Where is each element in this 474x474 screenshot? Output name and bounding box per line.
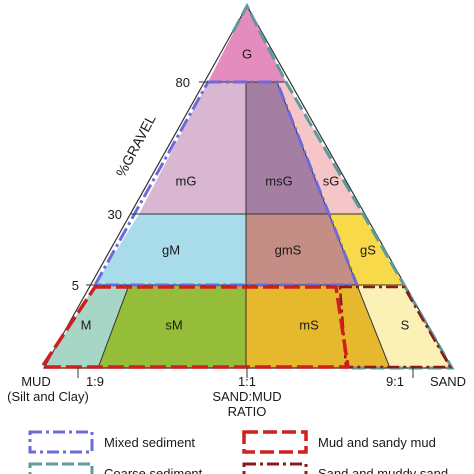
zone-mS [246, 285, 390, 368]
zone-S [357, 285, 452, 368]
zone-label-G: G [242, 46, 252, 61]
zone-label-gmS: gmS [275, 242, 302, 257]
ratio-axis-label: RATIO [228, 404, 267, 419]
mud-label: MUD [21, 374, 51, 389]
zone-M [44, 285, 129, 368]
mixed-sediment-outline [92, 80, 360, 287]
legend-swatch-mud-sandy-mud [242, 430, 308, 454]
legend-swatch-coarse-sediment [28, 462, 94, 474]
zone-gM [95, 214, 246, 285]
ratio-1-1-label: 1:1 [238, 374, 256, 389]
mud-sandy-mud-outline [38, 285, 351, 369]
zone-label-sG: sG [323, 173, 340, 188]
zone-label-gM: gM [162, 242, 180, 257]
legend-label-sand-muddy-sand: Sand and muddy sand [318, 466, 448, 474]
zone-sG [277, 82, 363, 214]
legend-label-mud-sandy-mud: Mud and sandy mud [318, 435, 436, 450]
legend-label-coarse-sediment: Coarse sediment [104, 466, 203, 474]
gravel-ticks [86, 81, 208, 286]
ratio-9-1-label: 9:1 [386, 374, 404, 389]
sand-label: SAND [430, 374, 466, 389]
zone-gmS [246, 214, 357, 285]
zone-mG [139, 82, 246, 214]
zone-label-mG: mG [176, 173, 197, 188]
zone-msG [246, 82, 329, 214]
zone-gS [329, 214, 404, 285]
ratio-ticks [77, 368, 414, 378]
zone-G [208, 6, 286, 82]
legend: Mixed sediment Mud and sandy mud Coarse … [28, 430, 448, 474]
mud-sublabel: (Silt and Clay) [7, 389, 89, 404]
zone-label-sM: sM [165, 317, 182, 332]
ratio-1-9-label: 1:9 [86, 374, 104, 389]
zone-label-mS: mS [299, 317, 319, 332]
gravel-axis-label: %GRAVEL [113, 112, 159, 180]
zone-label-S: S [401, 317, 410, 332]
gravel-tick-5: 5 [72, 278, 79, 293]
zone-label-gS: gS [360, 242, 376, 257]
legend-swatch-mixed-sediment [28, 430, 94, 454]
sand-mud-axis-label: SAND:MUD [212, 389, 281, 404]
gravel-tick-80: 80 [176, 75, 190, 90]
zone-sM [98, 285, 246, 368]
gravel-tick-30: 30 [108, 207, 122, 222]
zone-label-M: M [81, 317, 92, 332]
zone-label-msG: msG [265, 173, 292, 188]
legend-label-mixed-sediment: Mixed sediment [104, 435, 195, 450]
legend-swatch-sand-muddy-sand [242, 462, 308, 474]
